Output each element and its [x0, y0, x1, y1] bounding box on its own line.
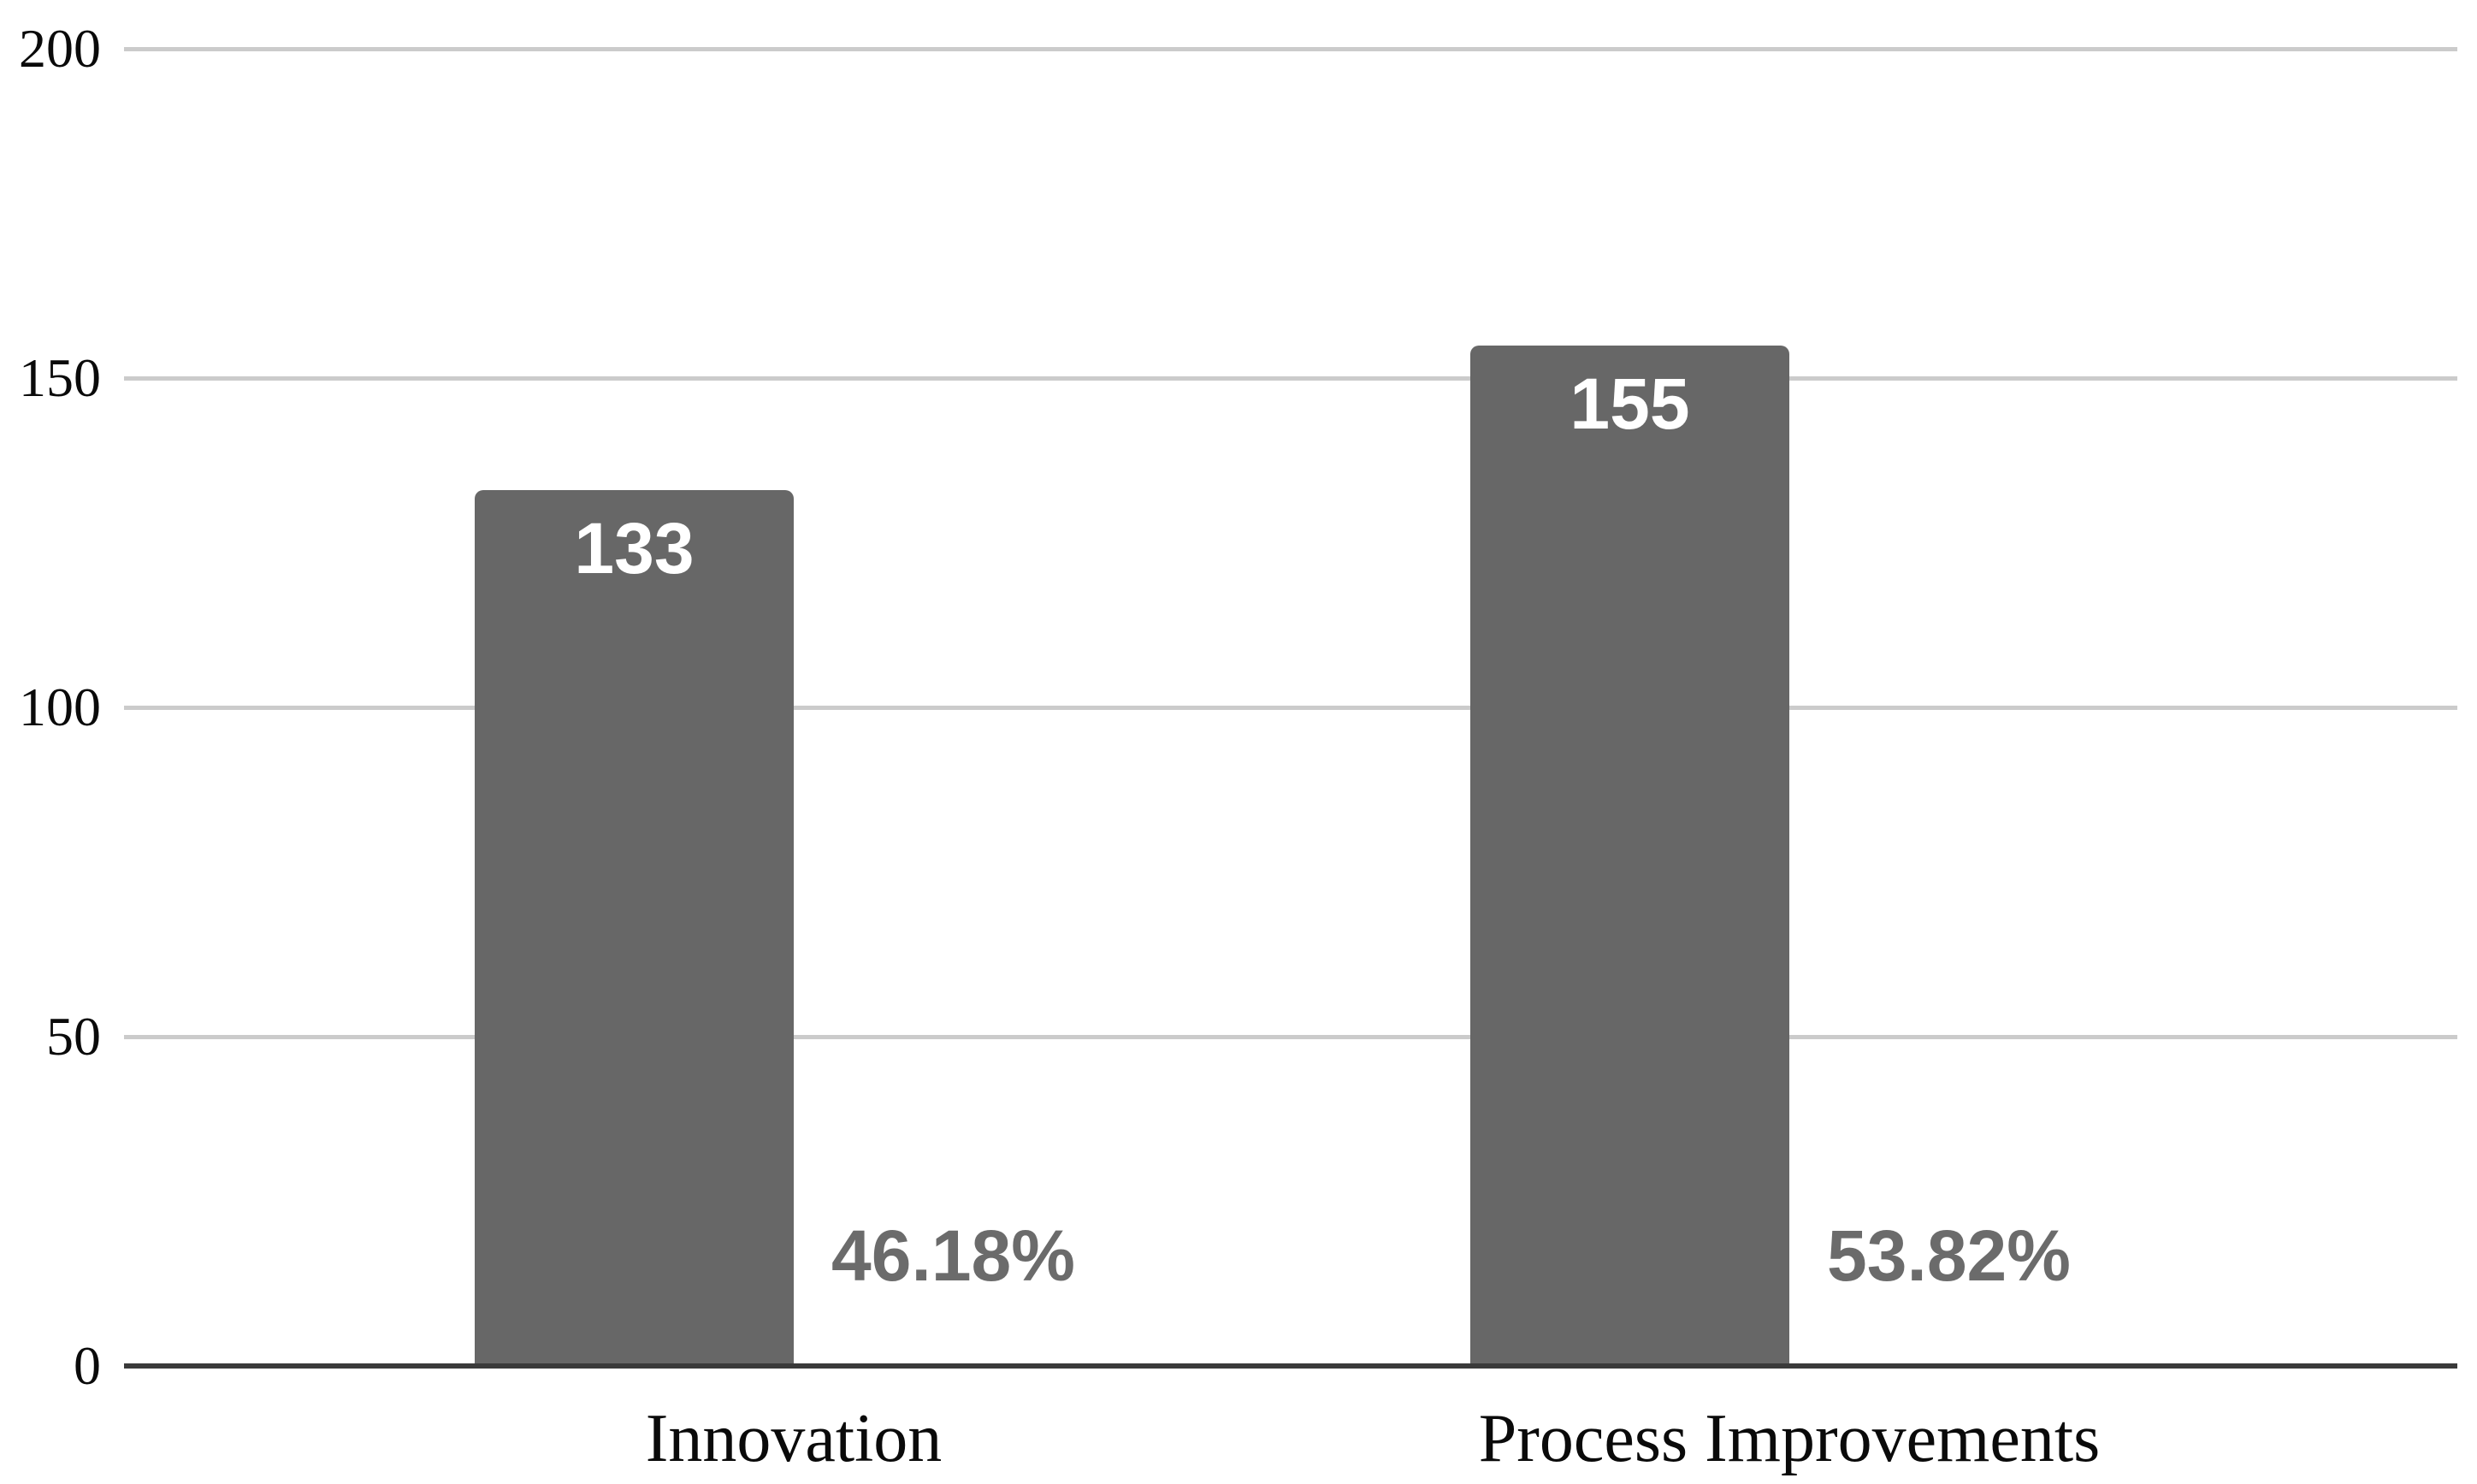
y-tick-label-50: 50 [46, 1006, 101, 1067]
y-tick-label-200: 200 [19, 18, 101, 79]
percent-label-process-improvements: 53.82% [1827, 1215, 2071, 1296]
x-category-label-process-improvements: Process Improvements [1478, 1401, 2101, 1476]
x-category-label-innovation: Innovation [645, 1401, 943, 1476]
bar-process-improvements [1470, 345, 1789, 1366]
bar-innovation [475, 489, 794, 1366]
gridline-200 [124, 46, 2457, 51]
y-tick-label-100: 100 [19, 677, 101, 737]
y-tick-label-150: 150 [19, 347, 101, 408]
gridline-100 [124, 705, 2457, 710]
bar-value-label-process-improvements: 155 [1570, 363, 1690, 444]
bar-value-label-innovation: 133 [574, 507, 695, 588]
percent-label-innovation: 46.18% [831, 1215, 1075, 1296]
gridline-50 [124, 1034, 2457, 1039]
gridline-150 [124, 375, 2457, 381]
x-axis-line [124, 1363, 2457, 1369]
y-tick-label-0: 0 [74, 1335, 101, 1396]
